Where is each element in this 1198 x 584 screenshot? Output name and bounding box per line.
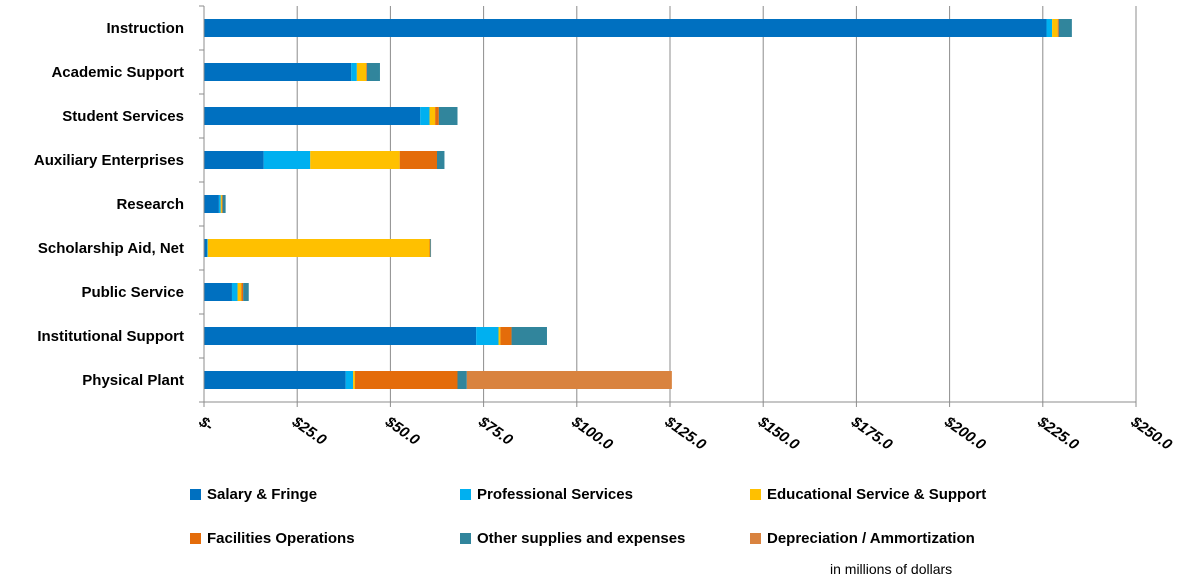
bar-segment <box>420 107 430 125</box>
bar-segment <box>204 371 346 389</box>
bar-segment <box>243 283 249 301</box>
x-tick-label: $125.0 <box>661 413 710 454</box>
x-tick-label: $25.0 <box>288 413 330 449</box>
legend-label: Professional Services <box>477 486 633 503</box>
bar-segment <box>221 195 223 213</box>
legend-item: Depreciation / Ammortization <box>750 530 975 547</box>
bars <box>204 19 1072 389</box>
bar-segment <box>204 19 1047 37</box>
legend-swatch <box>190 533 201 544</box>
x-tick-label: $100.0 <box>568 413 617 454</box>
legend-swatch <box>460 489 471 500</box>
bar-segment <box>498 327 501 345</box>
bar-segment <box>310 151 400 169</box>
bar-segment <box>353 371 355 389</box>
category-label: Institutional Support <box>37 328 184 345</box>
bar-segment <box>218 195 221 213</box>
legend-label: Salary & Fringe <box>207 486 318 503</box>
bar-segment <box>356 63 367 81</box>
category-label: Scholarship Aid, Net <box>38 240 184 257</box>
category-label: Instruction <box>107 20 185 37</box>
category-label: Academic Support <box>51 64 184 81</box>
bar-segment <box>457 371 467 389</box>
units-note: in millions of dollars <box>830 561 953 577</box>
bar-segment <box>466 371 672 389</box>
bar-segment <box>351 63 357 81</box>
category-label: Auxiliary Enterprises <box>34 152 184 169</box>
bar-segment <box>204 195 219 213</box>
bar-segment <box>429 107 436 125</box>
bar-segment <box>437 151 445 169</box>
bar-segment <box>207 239 430 257</box>
bar-segment <box>366 63 367 81</box>
category-label: Student Services <box>62 108 184 125</box>
legend-swatch <box>750 489 761 500</box>
bar-segment <box>430 239 432 257</box>
x-tick-label: $250.0 <box>1127 413 1176 454</box>
axes <box>199 5 1137 407</box>
bar-segment <box>1046 19 1053 37</box>
x-tick-label: $150.0 <box>754 413 803 454</box>
legend-label: Facilities Operations <box>207 530 355 547</box>
x-tick-label: $200.0 <box>940 413 989 454</box>
legend-swatch <box>750 533 761 544</box>
bar-segment <box>263 151 311 169</box>
category-labels: Instruction Academic Support Student Servi… <box>34 20 184 389</box>
bar-segment <box>204 283 232 301</box>
legend-item: Professional Services <box>460 486 633 503</box>
bar-segment <box>241 283 244 301</box>
bar-segment <box>204 107 421 125</box>
legend-label: Depreciation / Ammortization <box>767 530 975 547</box>
bar-segment <box>438 107 458 125</box>
legend-label: Educational Service & Support <box>767 486 987 503</box>
bar-segment <box>354 371 458 389</box>
bar-segment <box>435 107 439 125</box>
bar-segment <box>220 195 222 213</box>
gridlines <box>296 6 1137 402</box>
legend-swatch <box>190 489 201 500</box>
bar-segment <box>206 239 208 257</box>
bar-segment <box>476 327 499 345</box>
bar-segment <box>500 327 512 345</box>
bar-segment <box>511 327 547 345</box>
bar-segment <box>1052 19 1058 37</box>
x-tick-label: $75.0 <box>474 413 516 449</box>
x-tick-label: $50.0 <box>381 413 423 449</box>
x-tick-label: $225.0 <box>1034 413 1083 454</box>
bar-segment <box>429 239 431 257</box>
bar-segment <box>204 327 477 345</box>
bar-segment <box>237 283 242 301</box>
bar-segment <box>204 151 264 169</box>
legend-label: Other supplies and expenses <box>477 530 686 547</box>
category-label: Physical Plant <box>82 372 184 389</box>
x-tick-labels: $- $25.0 $50.0 $75.0 $100.0 $125.0 $150.0 $175.… <box>195 413 1176 454</box>
category-label: Research <box>116 196 184 213</box>
legend-item: Salary & Fringe <box>190 486 317 503</box>
bar-segment <box>366 63 380 81</box>
legend-item: Educational Service & Support <box>750 486 986 503</box>
x-tick-label: $175.0 <box>847 413 896 454</box>
bar-segment <box>399 151 437 169</box>
bar-segment <box>204 239 207 257</box>
bar-segment <box>1057 19 1059 37</box>
x-tick-label: $- <box>195 413 217 435</box>
stacked-bar-chart: Instruction Academic Support Student Servi… <box>34 5 1176 454</box>
bar-segment <box>204 63 352 81</box>
legend-item: Other supplies and expenses <box>460 530 685 547</box>
legend-item: Facilities Operations <box>190 530 355 547</box>
bar-segment <box>345 371 354 389</box>
bar-segment <box>1058 19 1072 37</box>
bar-segment <box>231 283 238 301</box>
bar-segment <box>222 195 226 213</box>
category-label: Public Service <box>81 284 184 301</box>
legend-swatch <box>460 533 471 544</box>
